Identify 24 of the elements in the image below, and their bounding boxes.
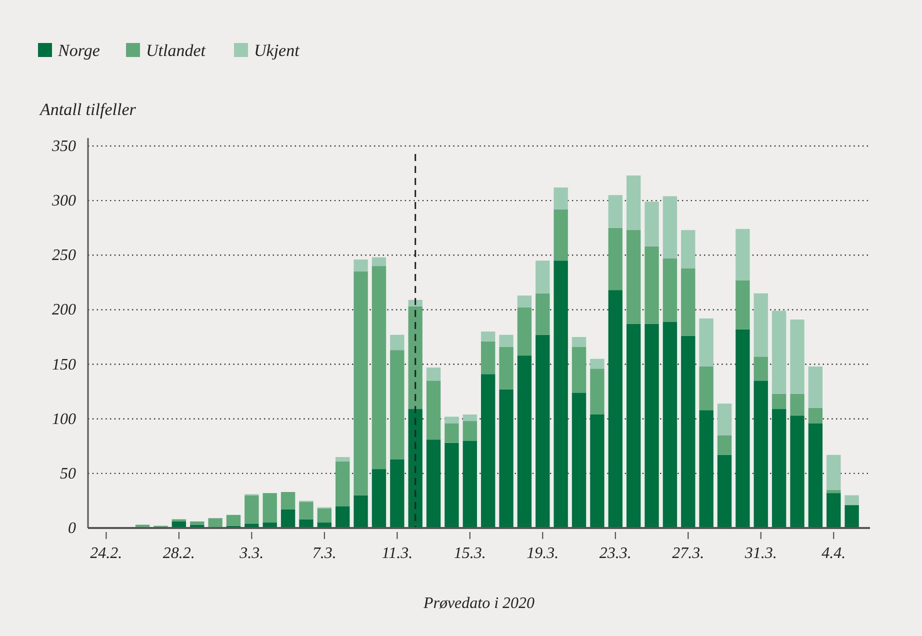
legend-label: Ukjent — [254, 41, 301, 60]
x-tick-label: 3.3. — [238, 545, 264, 562]
x-tick-label: 19.3. — [526, 545, 559, 562]
x-tick-label: 31.3. — [744, 545, 777, 562]
y-tick-label: 100 — [52, 410, 76, 428]
x-tick-label: 24.2. — [90, 545, 122, 562]
y-tick-label: 200 — [52, 302, 76, 319]
x-tick-label: 4.4. — [822, 545, 846, 562]
y-tick-label: 300 — [51, 192, 76, 210]
y-tick-label: 250 — [52, 247, 76, 264]
y-tick-label: 150 — [52, 356, 76, 374]
y-tick-label: 50 — [60, 465, 76, 482]
y-axis-title: Antall tilfeller — [39, 100, 136, 119]
x-tick-label: 11.3. — [382, 545, 413, 562]
legend-label: Norge — [57, 41, 100, 60]
x-tick-label: 28.2. — [162, 545, 195, 562]
x-tick-label: 15.3. — [454, 545, 486, 562]
y-tick-label: 0 — [68, 520, 76, 537]
x-axis-title: Prøvedato i 2020 — [422, 595, 535, 612]
legend-label: Utlandet — [146, 41, 207, 60]
x-tick-label: 23.3. — [599, 545, 632, 562]
x-tick-label: 27.3. — [672, 545, 704, 562]
x-tick-label: 7.3. — [312, 545, 336, 562]
y-tick-label: 350 — [51, 138, 76, 155]
